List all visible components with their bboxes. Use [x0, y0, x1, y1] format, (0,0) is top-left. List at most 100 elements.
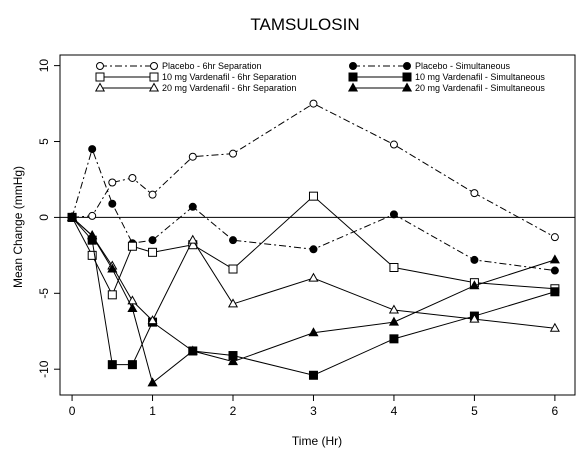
series-1	[68, 99, 559, 242]
chart-title: TAMSULOSIN	[250, 15, 359, 34]
data-point	[349, 62, 357, 70]
data-point	[389, 210, 398, 219]
data-point	[148, 190, 157, 199]
legend-label: Placebo - Simultaneous	[415, 61, 511, 71]
data-point	[128, 173, 137, 182]
y-tick-label: 5	[37, 138, 51, 145]
data-point	[469, 313, 480, 323]
data-point	[107, 263, 118, 273]
series-4	[67, 212, 560, 380]
x-axis: 0 1 2 3 4 5 6	[69, 395, 559, 418]
data-point	[127, 360, 137, 370]
series-5	[67, 211, 560, 332]
data-point	[549, 254, 560, 264]
y-axis-title: Mean Change (mmHg)	[11, 166, 25, 288]
data-point	[149, 72, 159, 82]
data-point	[308, 272, 319, 282]
data-point	[403, 62, 411, 70]
data-point	[88, 145, 97, 154]
data-point	[469, 280, 480, 290]
data-point	[227, 356, 239, 366]
data-point	[88, 211, 97, 220]
data-point	[108, 199, 117, 208]
data-point	[108, 178, 117, 187]
legend-item: 20 mg Vardenafil - Simultaneous	[347, 82, 545, 93]
legend-label: 10 mg Vardenafil - 6hr Separation	[162, 72, 296, 82]
x-tick-label: 4	[391, 404, 398, 418]
data-point	[107, 360, 117, 370]
legend-item: 20 mg Vardenafil - 6hr Separation	[94, 82, 296, 93]
data-point	[148, 236, 157, 245]
data-point	[402, 72, 412, 82]
data-point	[67, 211, 78, 221]
data-point	[401, 82, 413, 92]
data-point	[550, 287, 560, 297]
data-point	[96, 62, 104, 70]
data-point	[550, 233, 559, 242]
legend-item: Placebo - Simultaneous	[349, 61, 511, 71]
data-point	[187, 345, 198, 355]
legend-item: 10 mg Vardenafil - Simultaneous	[348, 72, 545, 82]
series-6	[67, 211, 560, 387]
data-point	[348, 72, 358, 82]
y-tick-label: -5	[37, 288, 51, 299]
data-point	[388, 316, 399, 326]
data-point	[95, 72, 105, 82]
data-point	[127, 241, 137, 251]
y-axis: -10 -5 0 5 10	[37, 59, 60, 378]
data-point	[87, 250, 97, 260]
legend-label: 20 mg Vardenafil - 6hr Separation	[162, 83, 296, 93]
data-point	[147, 377, 158, 387]
legend-label: 20 mg Vardenafil - Simultaneous	[415, 83, 545, 93]
x-axis-title: Time (Hr)	[292, 434, 342, 448]
x-tick-label: 2	[230, 404, 237, 418]
data-point	[308, 370, 318, 380]
data-point	[229, 236, 238, 245]
x-tick-label: 3	[310, 404, 317, 418]
data-point	[389, 334, 399, 344]
x-tick-label: 0	[69, 404, 76, 418]
data-point	[227, 298, 239, 308]
data-point	[347, 82, 359, 92]
data-point	[389, 140, 398, 149]
legend-label: 10 mg Vardenafil - Simultaneous	[415, 72, 545, 82]
data-point	[150, 62, 158, 70]
data-point	[308, 327, 319, 337]
legend-label: Placebo - 6hr Separation	[162, 61, 262, 71]
data-point	[470, 255, 479, 264]
x-tick-label: 6	[552, 404, 559, 418]
data-point	[470, 189, 479, 198]
legend-item: 10 mg Vardenafil - 6hr Separation	[95, 72, 296, 82]
data-point	[309, 245, 318, 254]
data-point	[308, 191, 318, 201]
legend-item: Placebo - 6hr Separation	[96, 61, 262, 71]
data-point	[147, 315, 158, 325]
data-point	[228, 264, 238, 274]
data-point	[549, 322, 560, 332]
plot-frame	[59, 54, 576, 396]
y-tick-label: 10	[37, 59, 51, 73]
x-tick-label: 1	[149, 404, 156, 418]
data-point	[188, 202, 197, 211]
plot-border	[59, 54, 576, 396]
data-point	[188, 152, 197, 161]
x-tick-label: 5	[471, 404, 478, 418]
data-point	[94, 82, 106, 92]
data-point	[127, 302, 138, 312]
data-point	[87, 230, 98, 240]
data-point	[229, 149, 238, 158]
data-point	[107, 290, 117, 300]
series-line	[71, 217, 556, 384]
data-point	[148, 247, 158, 257]
series-group	[67, 99, 560, 387]
data-point	[309, 99, 318, 108]
series-2	[68, 145, 559, 275]
data-point	[148, 82, 160, 92]
y-tick-label: -10	[37, 360, 51, 378]
data-point	[187, 234, 198, 244]
data-point	[388, 304, 399, 314]
data-point	[550, 266, 559, 275]
y-tick-label: 0	[37, 214, 51, 221]
